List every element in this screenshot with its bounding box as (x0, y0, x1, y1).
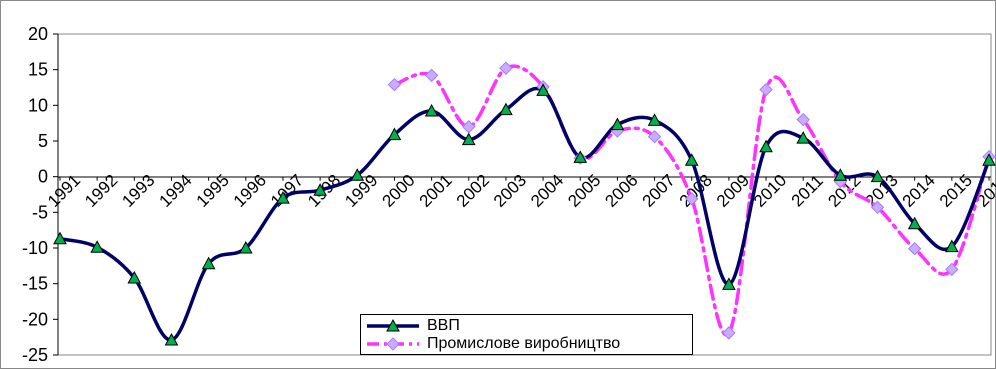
gdp-point (53, 231, 67, 245)
gdp-point (610, 117, 625, 131)
gdp-point (424, 103, 439, 117)
gdp-point (684, 153, 699, 166)
gdp-point (907, 216, 922, 230)
industrial-point (647, 130, 662, 144)
gdp-point (127, 270, 142, 284)
gdp-point (759, 139, 773, 153)
gdp-point (164, 332, 179, 346)
industrial-point (722, 326, 736, 340)
legend-label-industrial: Промислове виробництво (427, 335, 621, 352)
industrial-point (870, 200, 885, 215)
y-tick-label: -5 (32, 202, 48, 222)
series-layer (53, 61, 996, 346)
gdp-point (647, 113, 662, 126)
y-tick-labels: 20 15 10 5 0 -5 -10 -15 -20 -25 (22, 24, 58, 365)
gdp-point (238, 240, 253, 254)
industrial-point (945, 262, 959, 277)
legend-label-gdp: ВВП (427, 317, 460, 334)
gdp-point (499, 102, 513, 116)
legend-swatch-gdp (367, 318, 419, 332)
gdp-point (944, 239, 959, 253)
y-tick-label: 20 (28, 24, 48, 44)
industrial-point (387, 77, 402, 92)
industrial-point (685, 192, 699, 206)
gdp-point (461, 132, 476, 146)
y-tick-label: 10 (28, 95, 48, 115)
gdp-point (90, 240, 105, 253)
y-tick-label: -25 (22, 345, 48, 365)
y-tick-label: 0 (38, 167, 48, 187)
legend: ВВП Промислове виробництво (360, 314, 693, 355)
gdp-point (796, 131, 811, 144)
y-tick-label: 5 (38, 131, 48, 151)
plot-area (57, 33, 992, 356)
industrial-point (907, 242, 922, 256)
y-tick-label: -15 (22, 274, 48, 294)
gdp-point (536, 83, 550, 96)
legend-swatch-industrial (367, 337, 419, 351)
gdp-point (833, 168, 848, 181)
y-tick-label: -20 (22, 309, 48, 329)
industrial-point (759, 82, 773, 97)
gdp-point (201, 256, 216, 270)
gdp-point (276, 191, 290, 204)
industrial-point (796, 112, 810, 127)
gdp-point (313, 183, 327, 196)
legend-item-gdp: ВВП (365, 317, 460, 335)
gdp-point (573, 150, 588, 163)
y-tick-label: 15 (28, 60, 48, 80)
gdp-point (982, 153, 996, 166)
legend-item-industrial: Промислове виробництво (365, 335, 620, 353)
gdp-point (387, 127, 402, 141)
y-tick-label: -10 (22, 238, 48, 258)
gdp-point (350, 168, 365, 181)
gdp-point (722, 277, 736, 290)
industrial-point (424, 68, 439, 83)
gdp-point (870, 169, 885, 183)
industrial-point (499, 61, 513, 75)
